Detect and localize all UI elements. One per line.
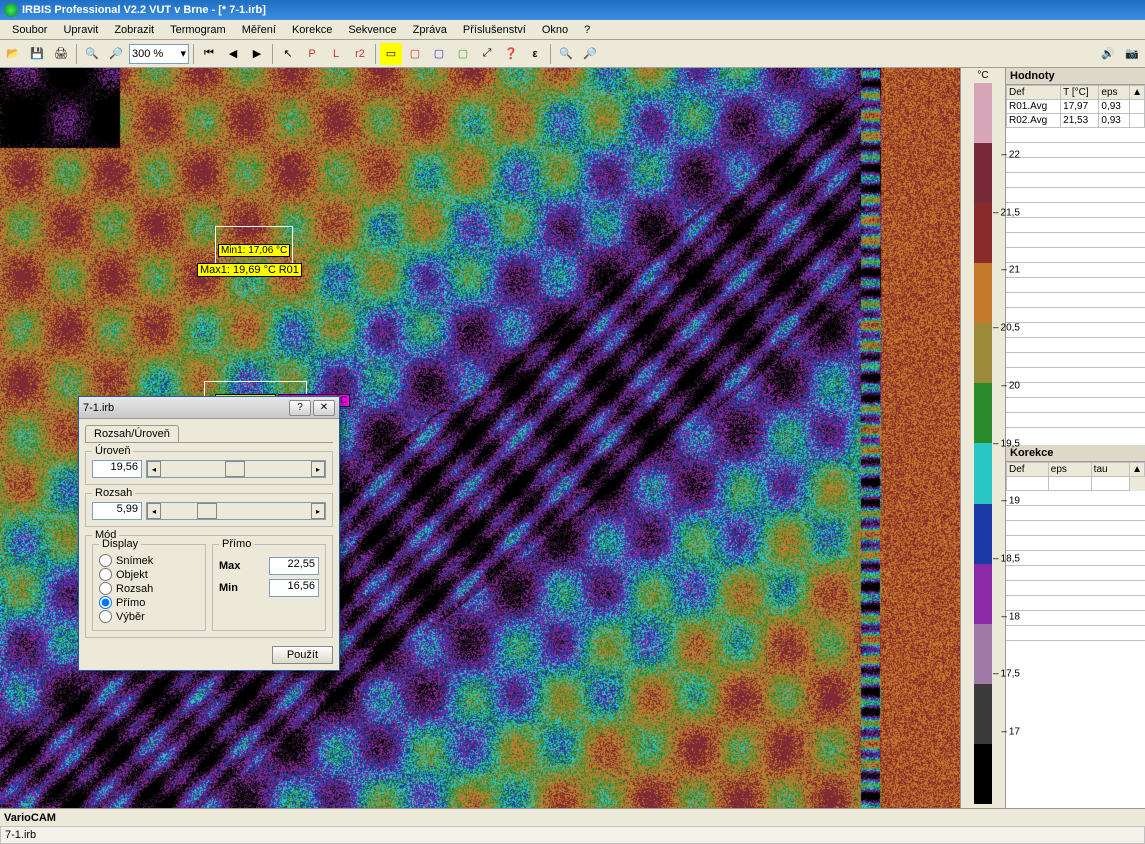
expand-icon[interactable]: ⤢	[476, 43, 498, 65]
scale-unit: °C	[977, 68, 988, 83]
dialog-tabs: Rozsah/Úroveň	[85, 425, 333, 443]
uroven-input[interactable]: 19,56	[92, 460, 142, 478]
toolbar: 📂 💾 🖨 🔍 🔎 300 %▾ ⏮ ◀ ▶ ↖ P L r2 ▭ ▢ ▢ ▢ …	[0, 40, 1145, 68]
scale-tick: 19	[1001, 496, 1020, 507]
speaker-icon[interactable]: 🔊	[1097, 43, 1119, 65]
help-button[interactable]: ?	[289, 400, 311, 416]
pointer-icon[interactable]: ↖	[277, 43, 299, 65]
tab-rozsah-uroven[interactable]: Rozsah/Úroveň	[85, 425, 179, 442]
print-icon[interactable]: 🖨	[50, 43, 72, 65]
mod-group: Mód Display SnímekObjektRozsahPřímoVýběr…	[85, 535, 333, 638]
scale-tick: 21,5	[993, 207, 1020, 218]
apply-button[interactable]: Použít	[272, 646, 333, 664]
square-red-icon[interactable]: ▢	[404, 43, 426, 65]
menu-upravit[interactable]: Upravit	[55, 22, 106, 38]
scale-tick: 22	[1001, 150, 1020, 161]
zoom-out-icon[interactable]: 🔍	[81, 43, 103, 65]
menu-měření[interactable]: Měření	[234, 22, 284, 38]
scale-tick: 17,5	[993, 669, 1020, 680]
tool-r2-icon[interactable]: r2	[349, 43, 371, 65]
status-bar-1: VarioCAM	[0, 808, 1145, 826]
epsilon-icon[interactable]: ε	[524, 43, 546, 65]
max-input[interactable]: 22,55	[269, 557, 319, 575]
scale-tick: 20,5	[993, 323, 1020, 334]
tool-p-icon[interactable]: P	[301, 43, 323, 65]
label-min1: Min1: 17,06 °C	[218, 244, 290, 257]
menu-?[interactable]: ?	[576, 22, 598, 38]
display-label: Display	[99, 538, 141, 550]
scale-tick: 20	[1001, 380, 1020, 391]
title-bar: IRBIS Professional V2.2 VUT v Brne - [* …	[0, 0, 1145, 20]
menu-okno[interactable]: Okno	[534, 22, 576, 38]
question-icon[interactable]: ❓	[500, 43, 522, 65]
nav-prev-icon[interactable]: ◀	[222, 43, 244, 65]
radio-snímek[interactable]: Snímek	[99, 554, 199, 567]
side-panel: Hodnoty DefT [°C]eps▲ R01.Avg17,970,93R0…	[1005, 68, 1145, 808]
status-bar-2: 7-1.irb	[0, 826, 1145, 844]
korekce-title: Korekce	[1006, 445, 1145, 462]
radio-přímo[interactable]: Přímo	[99, 596, 199, 609]
scale-tick: 18	[1001, 611, 1020, 622]
square-blue-icon[interactable]: ▢	[428, 43, 450, 65]
uroven-label: Úroveň	[92, 445, 133, 457]
uroven-group: Úroveň 19,56 ◂▸	[85, 451, 333, 485]
tool-l-icon[interactable]: L	[325, 43, 347, 65]
scale-tick: 18,5	[993, 553, 1020, 564]
hodnoty-table[interactable]: DefT [°C]eps▲ R01.Avg17,970,93R02.Avg21,…	[1006, 85, 1145, 128]
korekce-table[interactable]: Defepstau▲	[1006, 462, 1145, 491]
scale-tick: 19,5	[993, 438, 1020, 449]
menu-termogram[interactable]: Termogram	[162, 22, 234, 38]
min-input[interactable]: 16,56	[269, 579, 319, 597]
menu-sekvence[interactable]: Sekvence	[340, 22, 404, 38]
primo-group: Přímo Max 22,55 Min 16,56	[212, 544, 326, 631]
uroven-slider[interactable]: ◂▸	[146, 460, 326, 478]
zoom-in-icon[interactable]: 🔎	[105, 43, 127, 65]
radio-výběr[interactable]: Výběr	[99, 610, 199, 623]
radio-rozsah[interactable]: Rozsah	[99, 582, 199, 595]
rozsah-input[interactable]: 5,99	[92, 502, 142, 520]
menu-korekce[interactable]: Korekce	[284, 22, 340, 38]
square-green-icon[interactable]: ▢	[452, 43, 474, 65]
zoom-level[interactable]: 300 %▾	[129, 44, 189, 64]
app-icon	[4, 3, 18, 17]
menu-soubor[interactable]: Soubor	[4, 22, 55, 38]
open-icon[interactable]: 📂	[2, 43, 24, 65]
max-label: Max	[219, 560, 240, 572]
label-max1: Max1: 19,69 °C R01	[197, 263, 302, 277]
window-title: IRBIS Professional V2.2 VUT v Brne - [* …	[22, 4, 266, 16]
display-group: Display SnímekObjektRozsahPřímoVýběr	[92, 544, 206, 631]
camera-icon[interactable]: 📷	[1121, 43, 1143, 65]
primo-label: Přímo	[219, 538, 254, 550]
min-label: Min	[219, 582, 238, 594]
save-icon[interactable]: 💾	[26, 43, 48, 65]
zoom-fit-icon[interactable]: 🔍	[555, 43, 577, 65]
range-level-dialog: 7-1.irb ? ✕ Rozsah/Úroveň Úroveň 19,56 ◂…	[78, 396, 340, 671]
nav-first-icon[interactable]: ⏮	[198, 43, 220, 65]
rozsah-label: Rozsah	[92, 487, 135, 499]
close-button[interactable]: ✕	[313, 400, 335, 416]
nav-next-icon[interactable]: ▶	[246, 43, 268, 65]
menu-bar: SouborUpravitZobrazitTermogramMěřeníKore…	[0, 20, 1145, 40]
radio-objekt[interactable]: Objekt	[99, 568, 199, 581]
rozsah-slider[interactable]: ◂▸	[146, 502, 326, 520]
menu-zpráva[interactable]: Zpráva	[405, 22, 455, 38]
hodnoty-title: Hodnoty	[1006, 68, 1145, 85]
menu-zobrazit[interactable]: Zobrazit	[106, 22, 162, 38]
rozsah-group: Rozsah 5,99 ◂▸	[85, 493, 333, 527]
zoom-reset-icon[interactable]: 🔎	[579, 43, 601, 65]
color-scale: °C 2221,52120,52019,51918,51817,517	[960, 68, 1005, 808]
dialog-titlebar[interactable]: 7-1.irb ? ✕	[79, 397, 339, 419]
rect-yellow-icon[interactable]: ▭	[380, 43, 402, 65]
scale-tick: 21	[1001, 265, 1020, 276]
menu-příslušenství[interactable]: Příslušenství	[455, 22, 534, 38]
scale-tick: 17	[1001, 726, 1020, 737]
dialog-title: 7-1.irb	[83, 402, 114, 414]
